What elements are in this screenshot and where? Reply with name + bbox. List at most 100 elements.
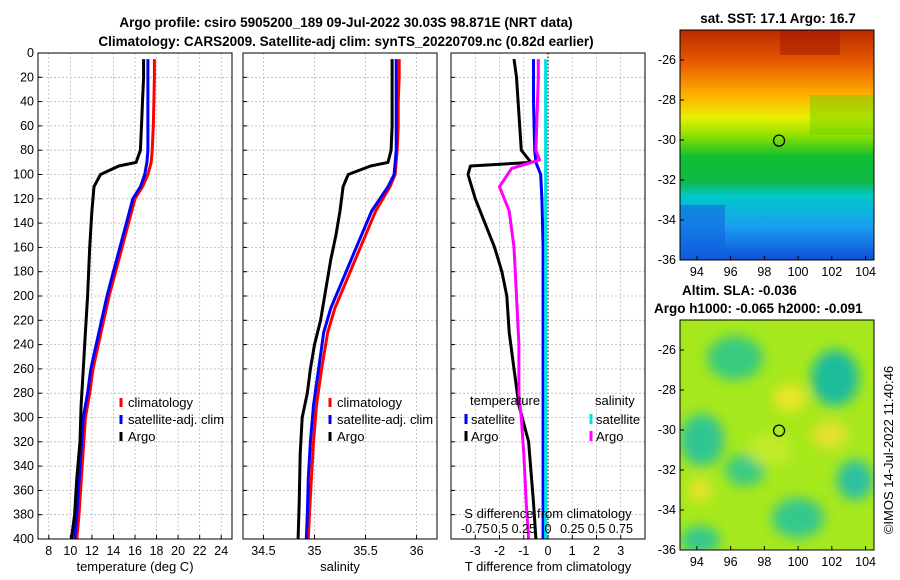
- map-y-tick-label: -30: [658, 133, 676, 147]
- x-tick-label: 3: [617, 544, 624, 558]
- map-x-tick-label: 102: [821, 555, 842, 569]
- map-y-tick-label: -32: [658, 173, 676, 187]
- y-tick-label: 360: [13, 483, 34, 497]
- map-x-tick-label: 96: [724, 555, 738, 569]
- y-tick-label: 220: [13, 313, 34, 327]
- x-tick-label: 14: [106, 544, 120, 558]
- map-x-tick-label: 100: [788, 265, 809, 279]
- difference-panel: -3 -2 -1 0 1 2 3T difference from climatology t…: [450, 52, 646, 574]
- legend-title-salinity: salinity: [595, 393, 635, 408]
- legend-label: Argo: [471, 429, 498, 444]
- x-tick-label: 8: [45, 544, 52, 558]
- map-y-tick-label: -26: [658, 343, 676, 357]
- legend-label: Argo: [337, 429, 364, 444]
- temperature-panel: 0 20 40 60 80 100 120 140 160 180 200 220 240 260 280 3…: [13, 46, 233, 574]
- sst-green-patch: [810, 95, 874, 135]
- sla-map-frame: [679, 319, 875, 551]
- y-tick-label: 120: [13, 192, 34, 206]
- x-tick-label: -2: [494, 544, 505, 558]
- series-line-argo: [69, 59, 146, 540]
- x-tick-label: 10: [63, 544, 77, 558]
- series-line-satellite-adj-clim: [304, 59, 398, 540]
- map-x-tick-label: 100: [788, 555, 809, 569]
- x2-tick-label: -0.75: [461, 522, 490, 536]
- y-tick-label: 280: [13, 386, 34, 400]
- sst-warm-patch: [780, 30, 840, 55]
- legend-label: satellite-adj. clim: [128, 412, 224, 427]
- map-y-tick-label: -30: [658, 423, 676, 437]
- map-x-tick-label: 96: [724, 265, 738, 279]
- series-line-satellite: [532, 59, 545, 539]
- map-x-tick-label: 94: [690, 555, 704, 569]
- sst-map: sat. SST: 17.1 Argo: 16.7 94 96 98 100 102 10…: [658, 11, 876, 279]
- x2-tick-label: 0.5: [491, 522, 508, 536]
- sst-map-frame: [679, 29, 875, 261]
- y-tick-label: 100: [13, 168, 34, 182]
- x-axis-label: T difference from climatology: [465, 559, 632, 574]
- x-tick-label: 24: [214, 544, 228, 558]
- legend-label: Argo: [128, 429, 155, 444]
- map-y-tick-label: -28: [658, 93, 676, 107]
- x-tick-label: -1: [518, 544, 529, 558]
- series-line-satellite-adj-clim: [73, 59, 150, 540]
- legend-label: Argo: [596, 429, 623, 444]
- argo-location-marker: [772, 134, 786, 147]
- title-line-1: Argo profile: csiro 5905200_189 09-Jul-2…: [119, 15, 572, 30]
- y-tick-label: 400: [13, 532, 34, 546]
- x-tick-label: 12: [85, 544, 99, 558]
- x2-tick-label: 0.75: [609, 522, 633, 536]
- x2-tick-label: 0.25: [512, 522, 536, 536]
- map-y-tick-label: -32: [658, 463, 676, 477]
- series-line-climatology: [75, 59, 156, 540]
- sla-map-title: Altim. SLA: -0.036: [682, 283, 797, 298]
- legend-label: satellite-adj. clim: [337, 412, 433, 427]
- x-tick-label: 0: [545, 544, 552, 558]
- x2-tick-label: 0: [545, 522, 552, 536]
- y-tick-label: 0: [27, 46, 34, 60]
- map-y-tick-label: -36: [658, 543, 676, 557]
- x-tick-label: -3: [470, 544, 481, 558]
- legend-label: climatology: [337, 395, 403, 410]
- argo-location-marker: [772, 424, 786, 437]
- map-y-tick-label: -26: [658, 53, 676, 67]
- series-line-argo: [296, 59, 394, 540]
- y-tick-label: 380: [13, 508, 34, 522]
- series-line-argo: [498, 59, 541, 540]
- y-tick-label: 140: [13, 216, 34, 230]
- map-x-tick-label: 104: [855, 265, 876, 279]
- y-tick-label: 340: [13, 459, 34, 473]
- map-y-tick-label: -28: [658, 383, 676, 397]
- sla-map-subtitle: Argo h1000: -0.065 h2000: -0.091: [654, 301, 863, 316]
- map-x-tick-label: 98: [757, 265, 771, 279]
- map-x-tick-label: 104: [855, 555, 876, 569]
- legend-title-temperature: temperature: [470, 393, 540, 408]
- y-tick-label: 240: [13, 338, 34, 352]
- sst-map-title: sat. SST: 17.1 Argo: 16.7: [700, 11, 856, 26]
- y-tick-label: 180: [13, 265, 34, 279]
- legend-label: climatology: [128, 395, 194, 410]
- legend-label: satellite: [596, 412, 640, 427]
- x2-tick-label: 0.5: [588, 522, 605, 536]
- y-tick-label: 160: [13, 240, 34, 254]
- legend-label: satellite: [471, 412, 515, 427]
- sla-map: Altim. SLA: -0.036 Argo h1000: -0.065 h2…: [654, 283, 876, 569]
- y-tick-label: 320: [13, 435, 34, 449]
- y-tick-label: 200: [13, 289, 34, 303]
- x-tick-label: 16: [128, 544, 142, 558]
- map-x-tick-label: 102: [821, 265, 842, 279]
- salinity-panel: 34.5 35 35.5 36 salinity climatology satellite…: [242, 52, 438, 574]
- sst-cold-patch: [680, 205, 725, 260]
- x-tick-label: 22: [193, 544, 207, 558]
- x-tick-label: 34.5: [251, 544, 275, 558]
- x-axis-label: temperature (deg C): [76, 559, 193, 574]
- x-tick-label: 35: [308, 544, 322, 558]
- x-tick-label: 1: [569, 544, 576, 558]
- map-y-tick-label: -36: [658, 253, 676, 267]
- y-tick-label: 40: [20, 95, 34, 109]
- map-y-tick-label: -34: [658, 503, 676, 517]
- x-tick-label: 20: [171, 544, 185, 558]
- imos-footer: ©IMOS 14-Jul-2022 11:40:46: [881, 366, 896, 534]
- x2-axis-label: S difference from climatology: [464, 506, 632, 521]
- y-tick-label: 300: [13, 411, 34, 425]
- sla-anomalies: [680, 336, 873, 550]
